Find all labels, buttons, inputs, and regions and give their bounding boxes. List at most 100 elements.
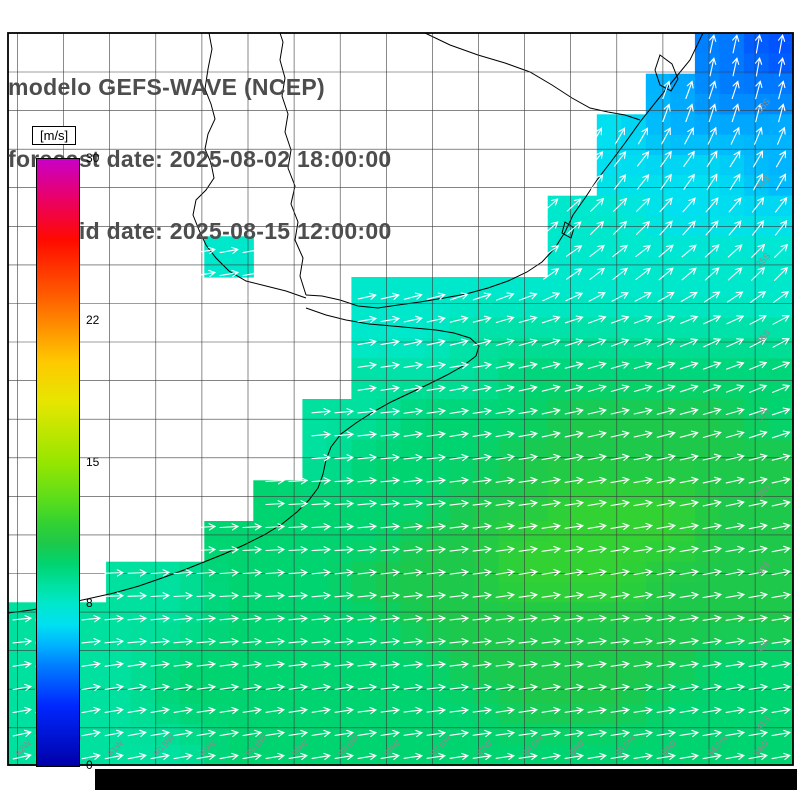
field-cell <box>523 622 549 644</box>
field-cell <box>719 358 745 380</box>
field-cell <box>179 643 205 664</box>
field-cell <box>547 439 573 461</box>
field-cell <box>351 622 377 644</box>
field-cell <box>228 541 254 563</box>
field-cell <box>645 195 671 217</box>
field-cell <box>228 704 254 725</box>
field-cell <box>8 663 34 685</box>
field-cell <box>449 419 475 441</box>
field-cell <box>743 53 769 75</box>
field-cell <box>670 195 696 217</box>
field-cell <box>719 134 745 156</box>
field-cell <box>719 236 745 258</box>
field-cell <box>498 582 524 603</box>
coastline-north <box>305 32 704 309</box>
field-cell <box>743 704 769 725</box>
field-cell <box>302 643 328 664</box>
field-cell <box>572 358 598 380</box>
field-cell <box>719 561 745 583</box>
field-cell <box>743 73 769 95</box>
field-cell <box>376 480 402 502</box>
field-cell <box>645 663 671 685</box>
field-cell <box>326 704 352 725</box>
field-cell <box>719 500 745 522</box>
field-cell <box>425 561 451 583</box>
field-cell <box>572 683 598 705</box>
field-cell <box>719 460 745 481</box>
field-cell <box>572 622 598 644</box>
field-cell <box>694 460 720 481</box>
field-cell <box>277 622 303 644</box>
field-cell <box>376 663 402 685</box>
field-cell <box>719 439 745 461</box>
field-cell <box>106 724 132 746</box>
field-cell <box>694 195 720 217</box>
field-cell <box>425 704 451 725</box>
field-cell <box>351 582 377 603</box>
field-cell <box>474 724 500 746</box>
field-cell <box>547 643 573 664</box>
field-cell <box>670 561 696 583</box>
field-cell <box>596 460 622 481</box>
field-cell <box>670 521 696 542</box>
field-cell <box>572 419 598 441</box>
field-cell <box>768 134 794 156</box>
field-cell <box>547 480 573 502</box>
field-cell <box>277 582 303 603</box>
field-cell <box>204 602 230 624</box>
colorbar-tick: 22 <box>86 312 100 327</box>
field-cell <box>719 704 745 725</box>
field-cell <box>645 378 671 400</box>
field-cell <box>498 480 524 502</box>
field-cell <box>400 541 426 563</box>
field-cell <box>179 704 205 725</box>
field-cell <box>155 663 181 685</box>
field-cell <box>596 561 622 583</box>
field-cell <box>179 582 205 603</box>
field-cell <box>694 439 720 461</box>
field-cell <box>694 297 720 319</box>
field-cell <box>645 480 671 502</box>
field-cell <box>302 521 328 542</box>
field-cell <box>400 277 426 298</box>
field-cell <box>376 317 402 339</box>
field-cell <box>596 643 622 664</box>
field-cell <box>326 521 352 542</box>
field-cell <box>645 134 671 156</box>
field-cell <box>351 561 377 583</box>
field-cell <box>474 602 500 624</box>
field-cell <box>449 704 475 725</box>
field-cell <box>645 73 671 95</box>
field-cell <box>400 582 426 603</box>
field-cell <box>376 460 402 481</box>
field-cell <box>719 338 745 359</box>
field-cell <box>719 53 745 75</box>
field-cell <box>670 439 696 461</box>
wind-arrow-glyphs <box>12 33 792 761</box>
field-cell <box>768 561 794 583</box>
field-cell <box>228 724 254 746</box>
field-cell <box>621 460 647 481</box>
field-cell <box>523 663 549 685</box>
field-cell <box>376 419 402 441</box>
field-cell <box>645 561 671 583</box>
field-cell <box>425 338 451 359</box>
field-cell <box>376 277 402 298</box>
field-cell <box>498 643 524 664</box>
field-cell <box>498 663 524 685</box>
field-cell <box>621 175 647 197</box>
field-cell <box>694 378 720 400</box>
field-cell <box>621 663 647 685</box>
map-frame <box>7 32 794 766</box>
field-cell <box>302 704 328 725</box>
field-cell <box>694 399 720 420</box>
field-cell <box>670 399 696 420</box>
field-cell <box>376 643 402 664</box>
field-cell <box>743 317 769 339</box>
field-cell <box>743 33 769 54</box>
field-cell <box>277 480 303 502</box>
field-cell <box>768 480 794 502</box>
field-cell <box>351 521 377 542</box>
field-cell <box>768 297 794 319</box>
